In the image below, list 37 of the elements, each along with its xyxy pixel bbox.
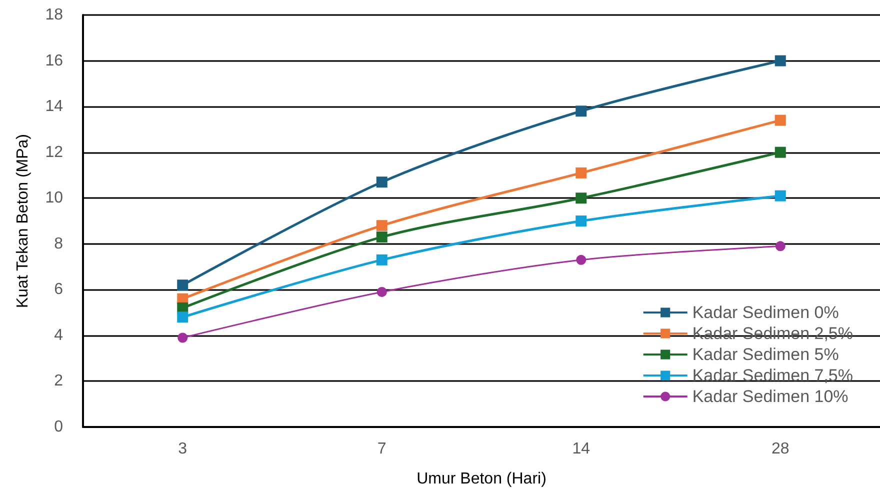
y-tick-label: 2 <box>54 372 64 390</box>
point <box>177 280 188 291</box>
point <box>376 254 388 266</box>
point <box>376 176 388 188</box>
point <box>775 241 786 252</box>
point <box>178 332 188 343</box>
point <box>576 192 587 204</box>
point <box>177 312 188 323</box>
y-tick-label: 14 <box>45 98 64 116</box>
x-tick-label: 7 <box>377 440 386 458</box>
point <box>576 216 587 226</box>
point <box>576 254 586 265</box>
y-axis-title: Kuat Tekan Beton (MPa) <box>14 134 32 308</box>
y-tick-label: 4 <box>54 326 64 344</box>
point <box>376 220 388 232</box>
point <box>774 146 786 158</box>
y-tick-label: 16 <box>45 52 64 70</box>
point <box>774 190 786 202</box>
legend-label: Kadar Sedimen 5% <box>692 345 839 364</box>
x-tick-label: 28 <box>771 440 790 458</box>
x-axis-title: Umur Beton (Hari) <box>416 470 546 488</box>
x-tick-label: 3 <box>178 440 188 458</box>
y-tick-label: 6 <box>54 281 64 298</box>
y-tick-label: 8 <box>54 235 64 252</box>
point <box>376 286 387 297</box>
y-tick-label: 0 <box>54 418 64 436</box>
point <box>576 106 587 117</box>
y-tick-label: 18 <box>45 6 64 24</box>
legend-label: Kadar Sedimen 10% <box>692 387 848 406</box>
legend-label: Kadar Sedimen 0% <box>692 303 839 322</box>
point <box>774 114 786 126</box>
point <box>774 55 786 66</box>
y-tick-label: 12 <box>45 144 64 161</box>
y-tick-label: 10 <box>45 190 64 207</box>
point <box>576 167 587 178</box>
point <box>376 232 388 243</box>
x-tick-label: 14 <box>572 440 590 458</box>
